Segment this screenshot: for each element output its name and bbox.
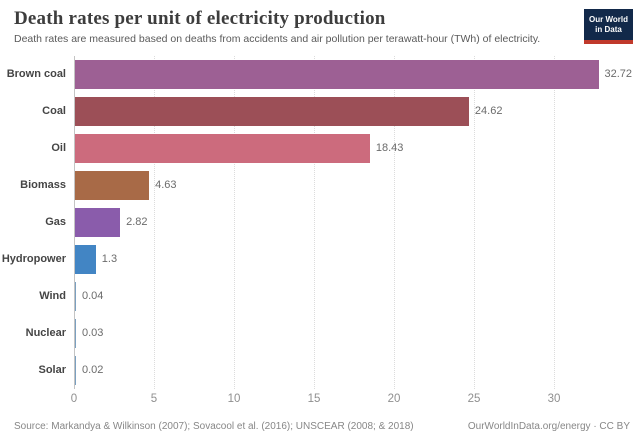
gridline-x-10 [234, 56, 235, 389]
value-label-solar: 0.02 [82, 364, 104, 376]
bar-oil[interactable] [75, 134, 370, 163]
owid-logo-line2: in Data [595, 24, 622, 34]
x-tick-label: 10 [227, 393, 241, 405]
value-label-gas: 2.82 [126, 216, 148, 228]
gridline-x-20 [394, 56, 395, 389]
bar-wind[interactable] [75, 282, 76, 311]
gridline-x-5 [154, 56, 155, 389]
category-label-brown-coal: Brown coal [6, 68, 66, 80]
bar-coal[interactable] [75, 97, 469, 126]
chart-footer: Source: Markandya & Wilkinson (2007); So… [14, 421, 630, 432]
value-label-biomass: 4.63 [155, 179, 177, 191]
value-label-brown-coal: 32.72 [604, 68, 633, 80]
category-label-hydropower: Hydropower [1, 253, 66, 265]
bar-brown-coal[interactable] [75, 60, 599, 89]
bar-hydropower[interactable] [75, 245, 96, 274]
x-tick-label: 30 [547, 393, 561, 405]
gridline-x-25 [474, 56, 475, 389]
x-tick-label: 25 [467, 393, 481, 405]
attribution-link[interactable]: OurWorldInData.org/energy · CC BY [467, 421, 630, 432]
category-label-nuclear: Nuclear [25, 327, 66, 339]
owid-logo: Our World in Data [584, 9, 633, 44]
chart-title: Death rates per unit of electricity prod… [14, 8, 386, 29]
category-label-biomass: Biomass [20, 179, 66, 191]
owid-logo-line1: Our World [589, 14, 628, 24]
value-label-nuclear: 0.03 [82, 327, 104, 339]
value-label-coal: 24.62 [474, 105, 503, 117]
category-label-wind: Wind [39, 290, 66, 302]
gridline-x-30 [554, 56, 555, 389]
value-label-oil: 18.43 [375, 142, 404, 154]
bar-biomass[interactable] [75, 171, 150, 200]
x-tick-label: 15 [307, 393, 321, 405]
x-tick-label: 0 [70, 393, 78, 405]
category-label-oil: Oil [51, 142, 66, 154]
gridline-x-15 [314, 56, 315, 389]
source-note: Source: Markandya & Wilkinson (2007); So… [14, 421, 414, 432]
category-label-solar: Solar [38, 364, 66, 376]
bar-gas[interactable] [75, 208, 121, 237]
value-label-wind: 0.04 [82, 290, 104, 302]
category-label-coal: Coal [42, 105, 66, 117]
category-label-gas: Gas [45, 216, 66, 228]
y-axis-line [74, 56, 75, 389]
value-label-hydropower: 1.3 [101, 253, 118, 265]
x-tick-label: 5 [150, 393, 158, 405]
x-tick-label: 20 [387, 393, 401, 405]
chart-subtitle: Death rates are measured based on deaths… [14, 33, 541, 45]
